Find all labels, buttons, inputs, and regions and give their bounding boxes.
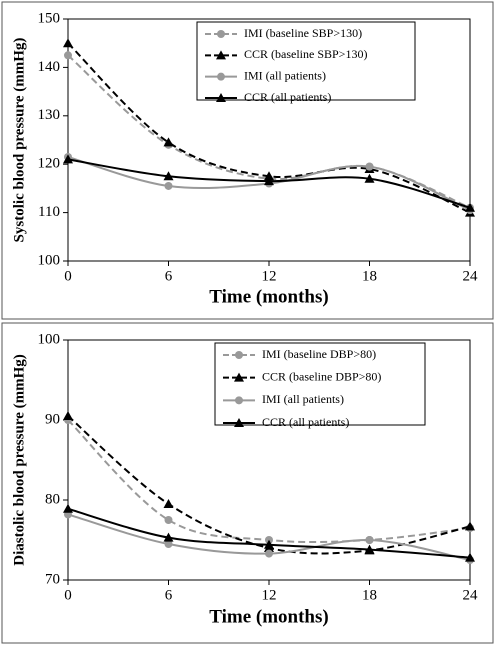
marker xyxy=(365,162,374,171)
legend-label: CCR (all patients) xyxy=(244,90,331,104)
y-axis-label: Diastolic blood pressure (mmHg) xyxy=(11,354,27,566)
x-tick-label: 12 xyxy=(262,268,277,284)
marker xyxy=(164,540,173,548)
marker xyxy=(264,539,274,549)
y-tick-label: 140 xyxy=(38,59,61,75)
y-tick-label: 100 xyxy=(38,331,61,347)
marker xyxy=(264,171,274,181)
marker xyxy=(64,51,72,60)
x-axis-label: Time (months) xyxy=(209,286,328,307)
y-tick-label: 130 xyxy=(38,107,61,123)
marker xyxy=(63,411,73,420)
marker xyxy=(163,137,174,147)
marker xyxy=(217,72,225,81)
x-tick-label: 18 xyxy=(362,587,377,603)
x-tick-label: 0 xyxy=(64,268,72,284)
series-line xyxy=(67,419,471,544)
legend-label: CCR (baseline SBP>130) xyxy=(244,47,367,61)
marker xyxy=(163,499,174,508)
marker xyxy=(63,154,73,164)
legend-label: IMI (all patients) xyxy=(244,68,326,82)
marker xyxy=(465,521,475,531)
marker xyxy=(216,50,226,60)
x-tick-label: 6 xyxy=(165,587,173,603)
x-tick-label: 12 xyxy=(262,587,277,603)
x-tick-label: 24 xyxy=(463,268,479,284)
marker xyxy=(164,181,173,190)
panel-border xyxy=(1,1,494,320)
legend-label: CCR (baseline DBP>80) xyxy=(262,369,381,383)
y-tick-label: 80 xyxy=(45,491,60,507)
marker xyxy=(217,30,225,38)
marker xyxy=(235,396,243,405)
x-tick-label: 24 xyxy=(463,587,479,603)
legend-label: IMI (baseline DBP>80) xyxy=(262,347,376,361)
y-axis-label: Systolic blood pressure (mmHg) xyxy=(11,38,27,243)
legend-label: CCR (all patients) xyxy=(262,415,349,429)
x-tick-label: 18 xyxy=(362,268,377,284)
panel-border xyxy=(1,322,494,644)
marker xyxy=(234,372,244,382)
marker xyxy=(63,38,73,48)
marker xyxy=(63,503,73,513)
marker xyxy=(163,532,174,542)
marker xyxy=(465,202,475,212)
x-tick-label: 0 xyxy=(64,587,72,603)
y-tick-label: 90 xyxy=(45,411,60,427)
legend-label: IMI (all patients) xyxy=(262,392,344,406)
marker xyxy=(365,536,374,544)
marker xyxy=(164,516,173,524)
legend-label: IMI (baseline SBP>130) xyxy=(244,26,362,40)
marker xyxy=(163,171,174,181)
x-tick-label: 6 xyxy=(165,268,173,284)
y-tick-label: 70 xyxy=(45,571,60,587)
marker xyxy=(216,93,226,102)
marker xyxy=(234,418,244,427)
marker xyxy=(235,351,243,359)
legend-box xyxy=(214,342,426,426)
y-tick-label: 150 xyxy=(38,10,61,26)
marker xyxy=(364,173,375,183)
marker xyxy=(364,544,375,554)
y-tick-label: 100 xyxy=(38,252,61,268)
y-tick-label: 110 xyxy=(38,204,60,220)
marker xyxy=(465,552,475,562)
y-tick-label: 120 xyxy=(38,156,61,172)
x-axis-label: Time (months) xyxy=(209,606,328,627)
marker xyxy=(265,549,273,558)
marker xyxy=(264,176,274,186)
